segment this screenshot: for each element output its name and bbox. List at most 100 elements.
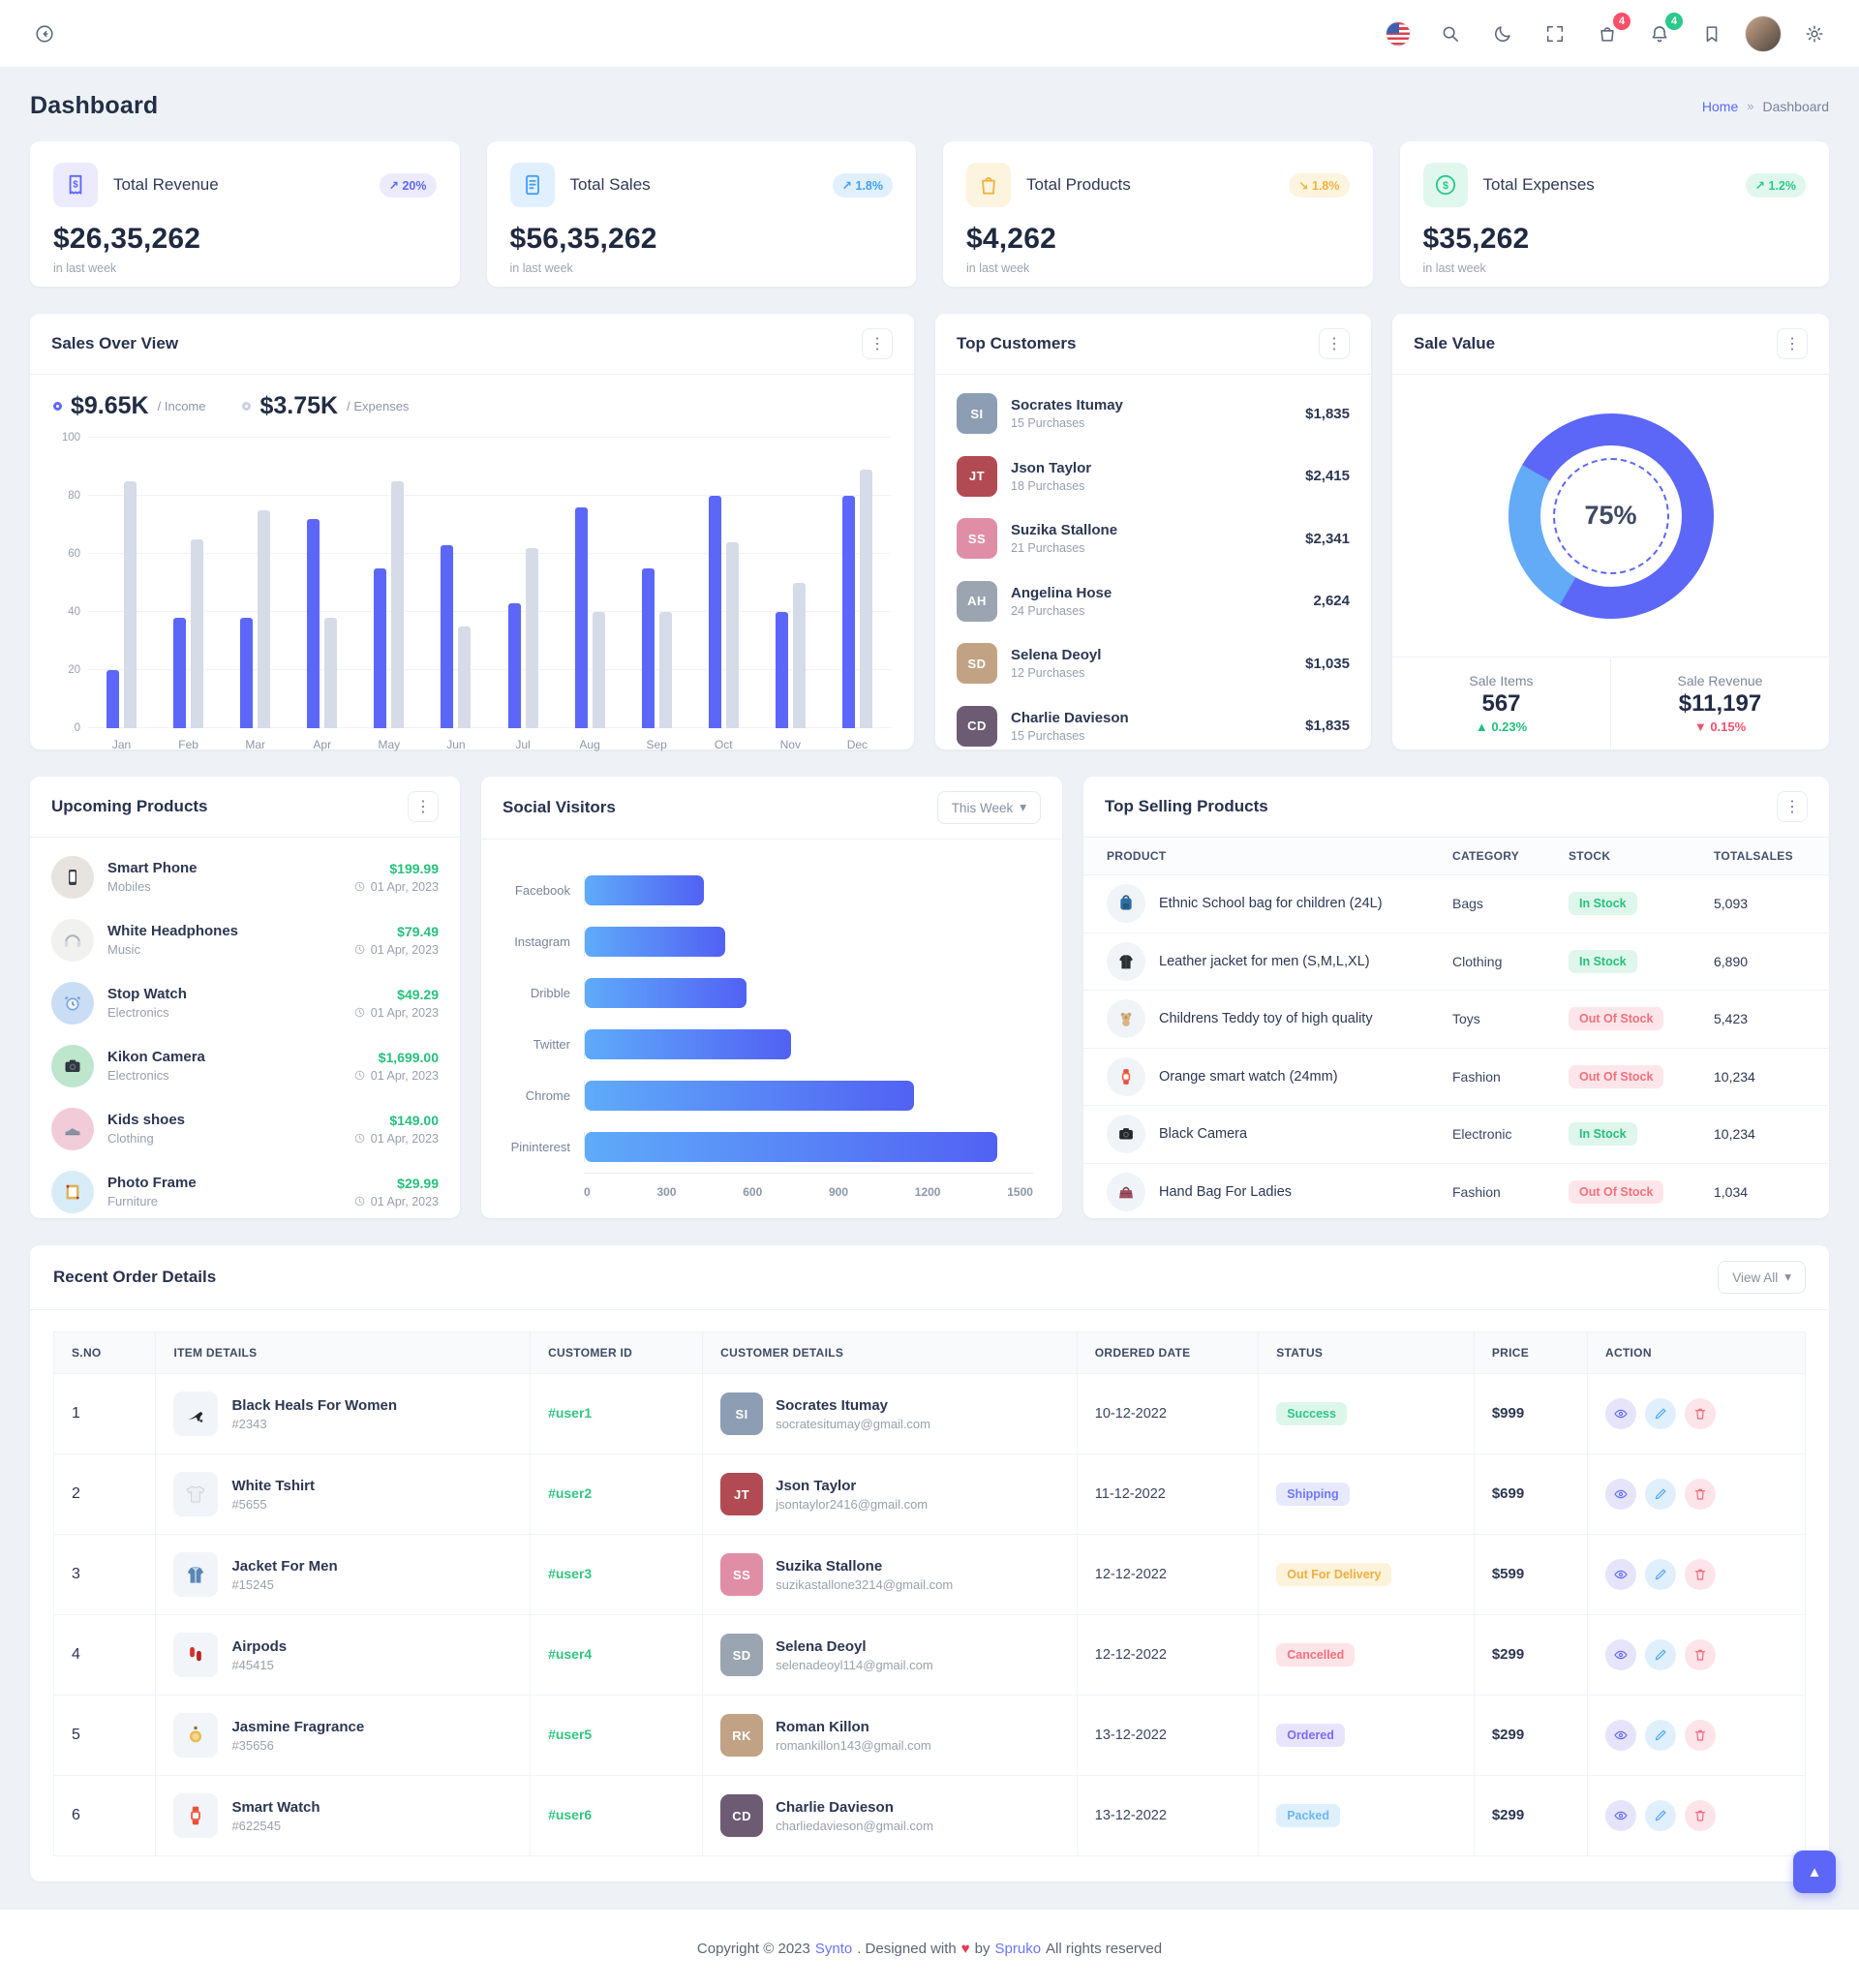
breadcrumb: Home » Dashboard [1702, 99, 1829, 114]
heels-icon [173, 1392, 218, 1436]
notifications-bell-icon[interactable]: 4 [1640, 15, 1679, 53]
customer-id-link[interactable]: #user6 [548, 1807, 592, 1822]
view-eye-button[interactable] [1605, 1479, 1636, 1510]
edit-pencil-button[interactable] [1645, 1639, 1676, 1670]
view-eye-button[interactable] [1605, 1639, 1636, 1670]
view-eye-button[interactable] [1605, 1559, 1636, 1590]
fullscreen-icon[interactable] [1536, 15, 1574, 53]
svg-text:$: $ [73, 180, 78, 191]
more-menu-button[interactable]: ⋮ [408, 791, 439, 822]
status-badge: Out For Delivery [1276, 1563, 1391, 1586]
edit-pencil-button[interactable] [1645, 1479, 1676, 1510]
income-value: $9.65K [71, 392, 149, 420]
customer-purchases: 12 Purchases [1011, 666, 1305, 680]
delete-trash-button[interactable] [1685, 1800, 1716, 1831]
customer-amount: $2,341 [1305, 531, 1350, 547]
clock-icon [353, 1069, 366, 1082]
customer-name: Roman Killon [776, 1719, 931, 1735]
y-axis-tick-label: 80 [53, 490, 80, 502]
bar-group-apr [307, 519, 337, 728]
breadcrumb-home-link[interactable]: Home [1702, 99, 1738, 114]
customer-id-link[interactable]: #user3 [548, 1566, 592, 1581]
order-sno: 6 [54, 1776, 156, 1856]
sidebar-toggle-icon[interactable] [25, 15, 64, 53]
delete-trash-button[interactable] [1685, 1559, 1716, 1590]
delete-trash-button[interactable] [1685, 1720, 1716, 1751]
user-avatar[interactable] [1745, 15, 1782, 52]
avatar: RK [720, 1714, 763, 1757]
more-menu-button[interactable]: ⋮ [1777, 328, 1808, 359]
customer-email: jsontaylor2416@gmail.com [776, 1497, 928, 1512]
edit-pencil-button[interactable] [1645, 1398, 1676, 1429]
week-filter-dropdown[interactable]: This Week ▾ [937, 791, 1041, 824]
customer-id-link[interactable]: #user1 [548, 1405, 592, 1421]
more-menu-button[interactable]: ⋮ [1319, 328, 1350, 359]
x-axis-tick-label: Dec [838, 738, 876, 751]
avatar: AH [957, 581, 997, 622]
customer-purchases: 24 Purchases [1011, 604, 1313, 618]
bar-group-dec [842, 470, 872, 728]
expenses-label: / Expenses [347, 399, 409, 413]
settings-gear-icon[interactable] [1795, 15, 1834, 53]
customer-id-link[interactable]: #user2 [548, 1485, 592, 1501]
y-axis-tick-label: 0 [53, 722, 80, 734]
stat-card-total-sales: Total Sales ↗ 1.8% $56,35,262 in last we… [487, 141, 917, 287]
edit-pencil-button[interactable] [1645, 1559, 1676, 1590]
dark-mode-moon-icon[interactable] [1483, 15, 1522, 53]
bar-expenses [191, 539, 203, 728]
bar-income [240, 618, 253, 728]
more-menu-button[interactable]: ⋮ [1777, 791, 1808, 822]
order-date: 11-12-2022 [1095, 1486, 1166, 1502]
cart-icon[interactable]: 4 [1588, 15, 1627, 53]
scroll-to-top-button[interactable]: ▲ [1793, 1850, 1836, 1893]
bar-group-sep [642, 568, 672, 728]
product-category: Electronic [1452, 1126, 1569, 1142]
more-menu-button[interactable]: ⋮ [862, 328, 893, 359]
smart-watch-icon [1107, 1057, 1145, 1096]
stat-card-total-products: Total Products ↘ 1.8% $4,262 in last wee… [943, 141, 1373, 287]
customer-id-link[interactable]: #user4 [548, 1646, 592, 1662]
customer-purchases: 15 Purchases [1011, 729, 1305, 743]
bar-dribble [585, 978, 747, 1008]
stat-trend-badge: ↘ 1.8% [1289, 173, 1349, 198]
avatar: SI [720, 1392, 763, 1435]
edit-pencil-button[interactable] [1645, 1800, 1676, 1831]
x-axis-tick-label: 300 [656, 1185, 676, 1199]
synto-link[interactable]: Synto [815, 1941, 852, 1957]
view-all-dropdown[interactable]: View All ▾ [1718, 1261, 1806, 1294]
delete-trash-button[interactable] [1685, 1398, 1716, 1429]
view-eye-button[interactable] [1605, 1720, 1636, 1751]
delete-trash-button[interactable] [1685, 1639, 1716, 1670]
edit-pencil-button[interactable] [1645, 1720, 1676, 1751]
bar-group-jun [441, 545, 471, 728]
product-name: White Headphones [107, 923, 353, 939]
order-item-id: #5655 [231, 1497, 315, 1512]
donut-percent-label: 75% [1584, 501, 1636, 531]
search-icon[interactable] [1431, 15, 1470, 53]
product-name: Orange smart watch (24mm) [1159, 1069, 1338, 1085]
tshirt-icon [173, 1472, 218, 1516]
delete-trash-button[interactable] [1685, 1479, 1716, 1510]
customer-name: Suzika Stallone [1011, 522, 1305, 538]
view-eye-button[interactable] [1605, 1398, 1636, 1429]
teddy-icon [1107, 999, 1145, 1038]
bookmark-icon[interactable] [1692, 15, 1731, 53]
stat-trend-badge: ↗ 1.8% [833, 173, 893, 198]
x-axis-tick-label: Nov [771, 738, 809, 751]
bar-income [776, 612, 788, 728]
spruko-link[interactable]: Spruko [995, 1941, 1042, 1957]
customer-id-link[interactable]: #user5 [548, 1727, 592, 1742]
language-flag-icon[interactable] [1379, 15, 1417, 53]
x-axis-tick-label: Sep [637, 738, 676, 751]
customer-name: Socrates Itumay [1011, 397, 1305, 413]
view-eye-button[interactable] [1605, 1800, 1636, 1831]
x-axis-tick-label: 1200 [915, 1185, 941, 1199]
order-date: 12-12-2022 [1095, 1567, 1167, 1582]
avatar: SS [720, 1553, 763, 1596]
